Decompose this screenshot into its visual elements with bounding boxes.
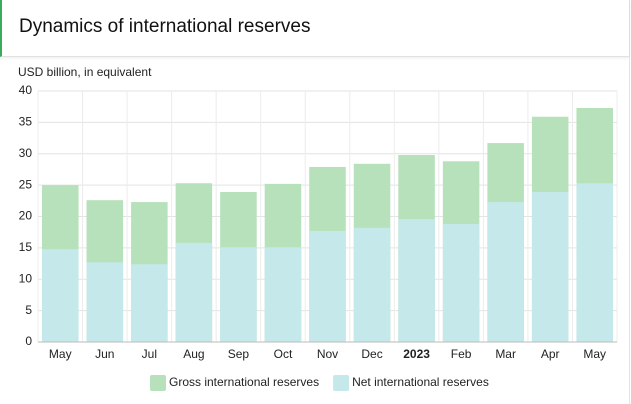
legend-label: Gross international reserves: [169, 375, 319, 389]
bar: [42, 249, 79, 342]
legend-swatch: [150, 375, 166, 391]
card-title: Dynamics of international reserves: [19, 16, 311, 37]
bar: [398, 219, 435, 342]
bar: [86, 262, 124, 342]
y-tick-label: 5: [25, 303, 32, 317]
x-tick-label: Jun: [95, 347, 114, 361]
y-axis-label: USD billion, in equivalent: [18, 65, 152, 79]
x-tick-label: May: [583, 347, 606, 361]
x-tick-label: Aug: [183, 347, 204, 361]
y-tick-label: 10: [19, 271, 33, 285]
bar: [220, 247, 257, 342]
x-tick-label: 2023: [403, 347, 430, 361]
x-tick-label: May: [49, 347, 72, 361]
chart: USD billion, in equivalent 0 5 10 15 20 25 30 3…: [18, 65, 618, 391]
y-tick-label: 20: [19, 209, 33, 223]
x-tick-label: Oct: [274, 347, 293, 361]
x-tick-label: Nov: [317, 347, 338, 361]
card-header: Dynamics of international reserves: [0, 0, 629, 57]
x-tick-label: Jul: [142, 347, 157, 361]
bar: [175, 242, 213, 342]
bar: [487, 202, 524, 342]
bar: [131, 264, 168, 342]
y-tick-label: 0: [25, 334, 32, 348]
bar: [576, 183, 613, 342]
x-tick-label: Apr: [541, 347, 560, 361]
y-tick-label: 40: [19, 83, 33, 97]
x-tick-label: Sep: [228, 347, 250, 361]
x-tick-label: Feb: [451, 347, 472, 361]
bar: [264, 247, 302, 342]
y-tick-label: 30: [19, 146, 33, 160]
bar: [531, 192, 569, 342]
legend-swatch: [333, 375, 350, 391]
bar: [353, 227, 391, 342]
bar: [442, 224, 480, 342]
y-tick-label: 25: [19, 177, 33, 191]
y-tick-label: 35: [19, 115, 33, 129]
x-tick-label: Dec: [361, 347, 382, 361]
x-tick-label: Mar: [495, 347, 516, 361]
bar: [309, 230, 346, 342]
y-tick-label: 15: [19, 240, 33, 254]
legend-label: Net international reserves: [352, 375, 489, 389]
